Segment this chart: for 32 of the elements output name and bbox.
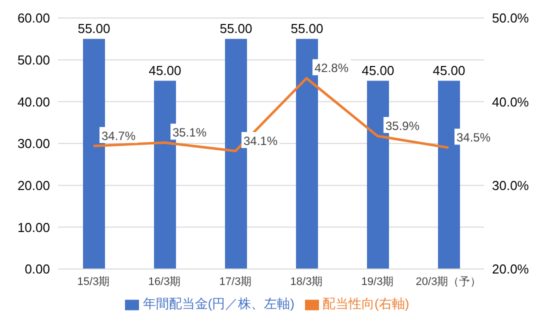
y-tick-label: 30.00 (17, 136, 50, 152)
y2-tick-label: 50.0% (492, 10, 530, 26)
y-tick-label: 50.00 (17, 52, 50, 68)
data-label: 45.00 (362, 62, 394, 78)
data-label: 45.00 (148, 62, 182, 78)
data-label: 34.5% (456, 130, 491, 145)
line-series (92, 76, 450, 152)
data-label: 45.00 (432, 62, 466, 78)
y-tick-label: 40.00 (17, 94, 50, 110)
legend-label: 年間配当金(円／株、左軸) (142, 296, 294, 311)
x-tick-label: 19/3期 (361, 276, 394, 288)
data-label: 35.9% (386, 118, 420, 133)
y-tick-label: 60.00 (17, 10, 50, 26)
y-tick-label: 0.00 (24, 262, 50, 277)
x-tick-label: 16/3期 (148, 276, 181, 288)
data-label: 35.1% (172, 126, 207, 140)
data-label: 34.7% (102, 129, 136, 144)
data-label: 34.1% (244, 134, 278, 148)
x-tick-label: 18/3期 (290, 276, 323, 288)
y2-tick-label: 20.0% (492, 262, 530, 277)
data-label: 55.00 (220, 20, 252, 36)
y-tick-label: 20.00 (17, 178, 50, 193)
data-label: 55.00 (78, 20, 110, 36)
y2-tick-label: 30.0% (492, 178, 530, 193)
y-tick-label: 10.00 (17, 220, 50, 235)
x-tick-label: 20/3期（予） (416, 276, 482, 288)
legend-label: 配当性向(右軸) (322, 296, 410, 311)
y2-tick-label: 40.0% (492, 94, 530, 110)
data-label: 55.00 (290, 20, 324, 36)
x-tick-label: 15/3期 (77, 276, 110, 288)
x-tick-label: 17/3期 (219, 276, 252, 288)
data-label: 42.8% (314, 61, 349, 76)
